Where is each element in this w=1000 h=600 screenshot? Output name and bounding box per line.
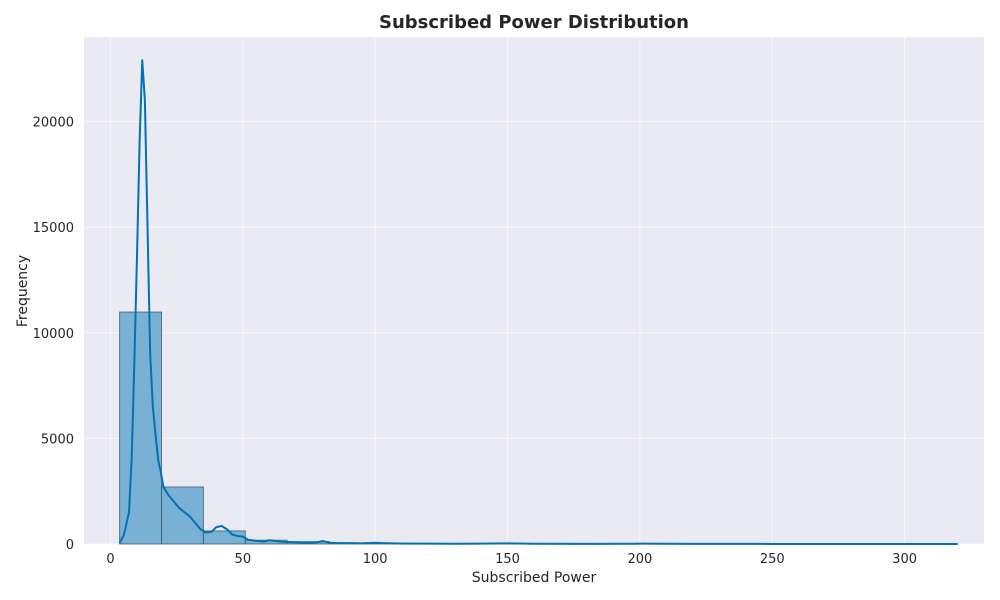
y-tick-label: 15000	[33, 221, 74, 236]
y-tick-label: 20000	[33, 116, 74, 131]
x-tick-label: 50	[235, 552, 252, 567]
x-tick-label: 250	[760, 552, 785, 567]
x-tick-label: 200	[627, 552, 652, 567]
x-tick-label: 0	[106, 552, 114, 567]
y-tick-label: 0	[66, 538, 74, 553]
plot-background	[84, 37, 984, 544]
kde-line	[118, 59, 958, 545]
y-tick-label: 5000	[41, 432, 74, 447]
chart-title: Subscribed Power Distribution	[379, 12, 689, 33]
y-tick-labels: 0 5000 10000 15000 20000	[33, 116, 74, 554]
x-tick-label: 150	[495, 552, 520, 567]
x-tick-labels: 0 50 100 150 200 250 300	[106, 552, 917, 567]
y-axis-label: Frequency	[15, 255, 31, 327]
y-tick-label: 10000	[33, 327, 74, 342]
x-tick-label: 100	[363, 552, 388, 567]
x-tick-label: 300	[892, 552, 917, 567]
gridlines	[84, 37, 984, 545]
x-axis-label: Subscribed Power	[472, 570, 597, 586]
